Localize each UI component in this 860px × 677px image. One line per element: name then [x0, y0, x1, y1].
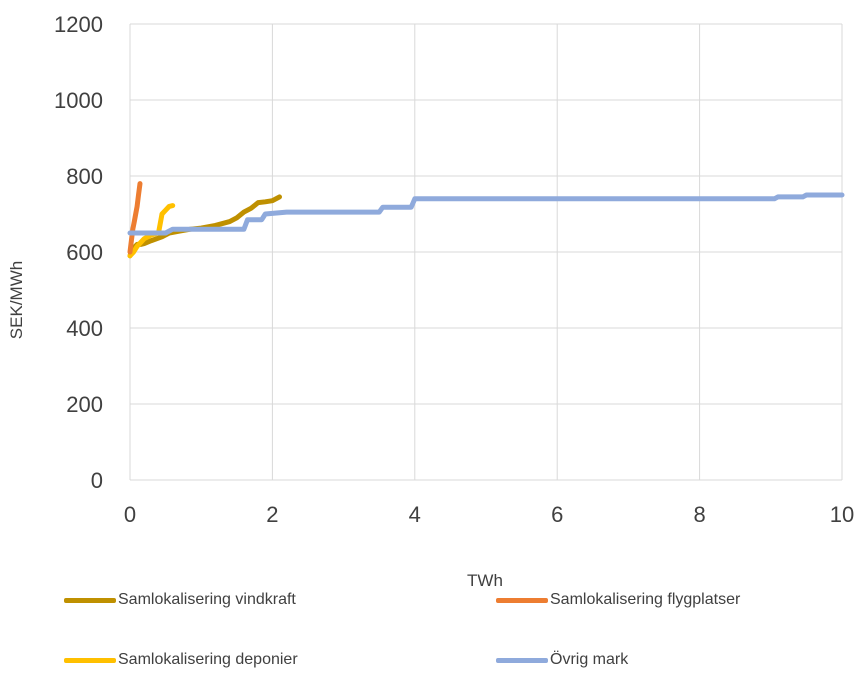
legend-item-deponier: Samlokalisering deponier	[64, 651, 298, 669]
y-tick-label: 0	[91, 468, 103, 493]
series-line-1	[127, 181, 143, 255]
y-axis-title: SEK/MWh	[7, 261, 26, 339]
series-lines	[127, 181, 845, 259]
x-tick-label: 2	[266, 502, 278, 527]
legend-label-vindkraft: Samlokalisering vindkraft	[118, 591, 296, 608]
y-tick-label: 200	[66, 392, 103, 417]
y-tick-label: 1200	[54, 12, 103, 37]
x-tick-label: 10	[830, 502, 854, 527]
legend-swatch-flygplatser	[496, 597, 548, 603]
x-tick-label: 4	[409, 502, 421, 527]
legend-swatch-vindkraft	[64, 597, 116, 603]
x-tick-labels: 0 2 4 6 8 10	[124, 502, 854, 527]
legend-label-deponier: Samlokalisering deponier	[118, 651, 298, 668]
x-tick-label: 0	[124, 502, 136, 527]
legend-swatch-ovrig-mark	[496, 657, 548, 663]
y-tick-label: 600	[66, 240, 103, 265]
x-tick-label: 6	[551, 502, 563, 527]
series-line-3	[127, 192, 845, 236]
y-tick-label: 1000	[54, 88, 103, 113]
gridlines	[129, 23, 843, 481]
y-tick-labels: 0 200 400 600 800 1000 1200	[54, 12, 103, 493]
legend-item-flygplatser: Samlokalisering flygplatser	[496, 591, 740, 609]
x-axis-title: TWh	[467, 571, 503, 590]
legend-label-ovrig-mark: Övrig mark	[550, 651, 629, 668]
y-tick-label: 800	[66, 164, 103, 189]
legend-swatch-deponier	[64, 657, 116, 663]
legend-item-vindkraft: Samlokalisering vindkraft	[64, 591, 296, 609]
series-line-0	[127, 194, 282, 259]
legend-item-ovrig-mark: Övrig mark	[496, 651, 628, 669]
legend-label-flygplatser: Samlokalisering flygplatser	[550, 591, 741, 608]
y-tick-label: 400	[66, 316, 103, 341]
x-tick-label: 8	[693, 502, 705, 527]
